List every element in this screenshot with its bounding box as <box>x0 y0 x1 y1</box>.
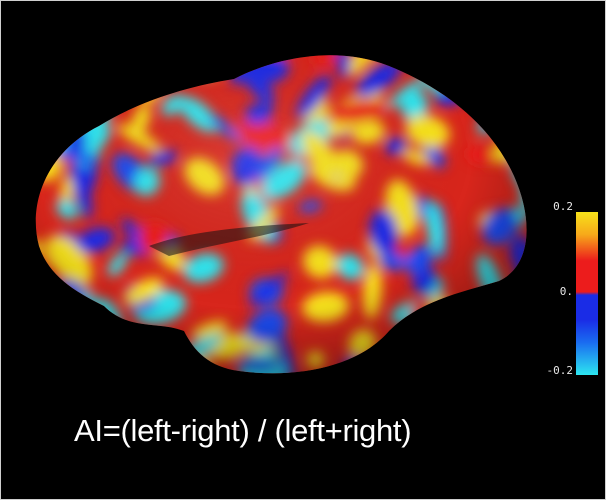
colorbar-mid-label: 0. <box>559 285 573 298</box>
colorbar-max-label: 0.2 <box>553 200 573 213</box>
surface-blob <box>515 55 527 87</box>
surface-blob <box>201 55 216 79</box>
surface-blob <box>68 72 107 120</box>
brain-surface-map <box>19 31 539 391</box>
surface-blob <box>47 63 70 78</box>
surface-blob <box>35 367 38 374</box>
surface-blob <box>496 31 531 47</box>
surface-blob <box>396 55 430 64</box>
surface-blob <box>485 363 510 374</box>
surface-blob <box>35 79 43 114</box>
surface-blob <box>48 55 100 64</box>
surface-blob <box>19 188 31 225</box>
surface-blob <box>44 329 76 365</box>
asymmetry-index-formula: AI=(left-right) / (left+right) <box>74 413 412 448</box>
surface-blob <box>513 340 527 365</box>
surface-blob <box>37 104 60 143</box>
surface-blob <box>55 31 92 55</box>
surface-blob <box>252 31 287 50</box>
surface-blob <box>70 310 107 340</box>
surface-blob <box>443 358 469 374</box>
surface-blob <box>59 342 104 368</box>
surface-blob <box>410 340 446 374</box>
surface-blob <box>35 286 39 321</box>
surface-blob <box>408 351 437 373</box>
surface-blob <box>98 324 134 354</box>
brain-surface-svg <box>19 31 531 374</box>
colorbar <box>576 212 598 375</box>
surface-blob <box>53 71 73 108</box>
surface-blob <box>395 345 427 374</box>
surface-blob <box>447 55 474 56</box>
surface-blob <box>81 332 117 353</box>
surface-blob <box>55 336 90 374</box>
surface-blob <box>480 308 501 330</box>
surface-blob <box>50 95 78 118</box>
surface-blob <box>75 31 138 59</box>
surface-blob <box>516 87 527 103</box>
surface-blob <box>59 335 84 357</box>
surface-blob <box>261 55 290 61</box>
surface-blob <box>358 351 384 374</box>
sylvian-fissure <box>149 223 309 256</box>
surface-blob <box>35 149 43 172</box>
surface-blob <box>176 31 206 52</box>
surface-blob <box>66 78 84 98</box>
surface-blob <box>84 86 109 104</box>
surface-blob <box>70 55 107 59</box>
surface-blob <box>62 80 89 130</box>
surface-blob <box>471 59 519 87</box>
surface-blob <box>35 315 46 345</box>
surface-blob <box>502 79 527 96</box>
surface-blob <box>35 55 55 72</box>
surface-blob <box>35 298 44 330</box>
surface-blob <box>35 142 41 165</box>
surface-blob <box>37 31 86 61</box>
surface-blob <box>50 55 75 65</box>
surface-blob <box>44 351 76 374</box>
surface-blob <box>44 99 68 122</box>
surface-blob <box>503 295 527 342</box>
surface-blob <box>463 355 497 374</box>
colorbar-min-label: -0.2 <box>546 364 574 377</box>
surface-blob <box>477 55 497 85</box>
surface-blob <box>35 93 50 122</box>
surface-blob <box>173 60 219 78</box>
